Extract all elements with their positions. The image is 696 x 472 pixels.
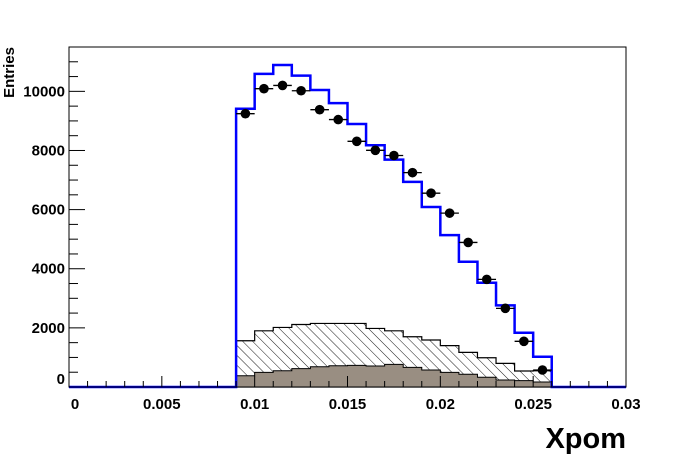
x-tick-label: 0 xyxy=(71,396,79,413)
data-point xyxy=(370,145,381,156)
data-point xyxy=(537,365,548,375)
grey-background-histogram xyxy=(235,363,553,388)
data-point xyxy=(240,108,251,119)
y-tick-label: 8000 xyxy=(32,142,65,159)
data-point xyxy=(519,336,529,347)
y-tick-label: 2000 xyxy=(32,320,65,337)
data-point xyxy=(351,136,362,147)
x-tick-label: 0.03 xyxy=(611,396,640,413)
x-tick-label: 0.01 xyxy=(240,396,269,413)
y-axis-label: Entries xyxy=(1,47,18,98)
data-point xyxy=(389,150,399,161)
data-point xyxy=(333,114,344,125)
y-tick-label: 6000 xyxy=(32,202,65,219)
data-point xyxy=(259,83,269,94)
y-tick-label: 10000 xyxy=(23,83,65,100)
data-points xyxy=(236,80,552,375)
x-tick-label: 0.015 xyxy=(329,396,367,413)
data-point xyxy=(314,104,325,115)
y-tick-label: 4000 xyxy=(32,261,65,278)
data-point xyxy=(407,167,418,178)
data-point xyxy=(444,208,455,218)
x-tick-label: 0.025 xyxy=(514,396,552,413)
x-axis-label: Xpom xyxy=(545,423,626,455)
x-tick-label: 0.02 xyxy=(426,396,455,413)
data-point xyxy=(426,188,436,198)
data-point xyxy=(277,80,288,91)
x-tick-label: 0.005 xyxy=(143,396,181,413)
data-point xyxy=(481,274,492,285)
data-point xyxy=(500,303,511,314)
y-tick-label: 0 xyxy=(57,371,65,388)
data-point xyxy=(296,85,306,96)
axes: 0 0.005 0.01 0.015 0.02 0.025 0.03 0 2000 4000 600… xyxy=(23,46,641,413)
background-fills xyxy=(235,322,553,388)
data-point xyxy=(463,237,473,248)
